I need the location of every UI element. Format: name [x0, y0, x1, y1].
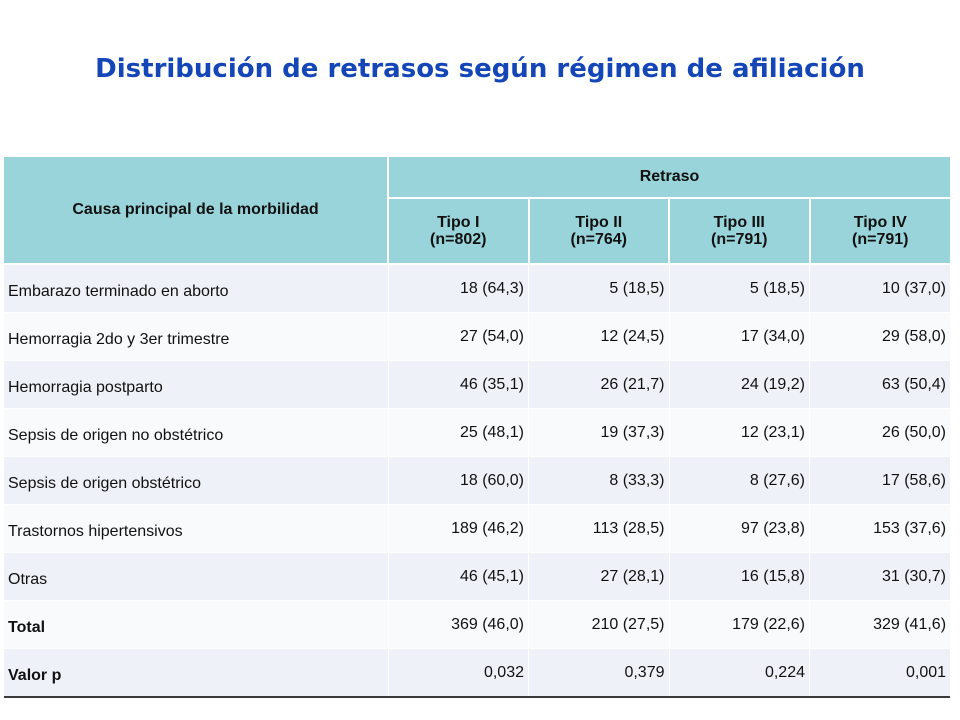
row-label: Sepsis de origen no obstétrico	[4, 408, 388, 457]
group-header-retraso: Retraso	[386, 157, 951, 199]
table-row: Hemorragia 2do y 3er trimestre 27 (54,0)…	[4, 312, 951, 361]
row-label: Otras	[4, 552, 388, 601]
table-row-total: Total 369 (46,0) 210 (27,5) 179 (22,6) 3…	[4, 600, 951, 649]
cell-value: 369 (46,0)	[387, 600, 529, 649]
cell-value: 18 (64,3)	[387, 264, 529, 313]
row-label: Valor p	[4, 648, 388, 698]
header-row-columns: Tipo I (n=802) Tipo II (n=764) Tipo III …	[4, 198, 951, 265]
cell-value: 189 (46,2)	[387, 504, 529, 553]
table-row: Otras 46 (45,1) 27 (28,1) 16 (15,8) 31 (…	[4, 552, 951, 601]
cell-value: 0,379	[528, 648, 669, 698]
cell-value: 24 (19,2)	[668, 360, 810, 409]
table-row: Sepsis de origen obstétrico 18 (60,0) 8 …	[4, 456, 951, 505]
row-label: Trastornos hipertensivos	[4, 504, 388, 553]
cell-value: 26 (50,0)	[809, 408, 951, 457]
column-header-name: Tipo II	[575, 214, 623, 231]
cell-value: 10 (37,0)	[809, 264, 951, 313]
page-title: Distribución de retrasos según régimen d…	[95, 54, 865, 84]
cell-value: 16 (15,8)	[668, 552, 810, 601]
cell-value: 26 (21,7)	[528, 360, 669, 409]
header-row-group: Causa principal de la morbilidad Retraso	[4, 157, 951, 265]
cell-value: 31 (30,7)	[809, 552, 951, 601]
table-row-p-value: Valor p 0,032 0,379 0,224 0,001	[4, 648, 951, 698]
column-header-name: Tipo III	[713, 214, 765, 231]
column-header-n: (n=764)	[570, 231, 627, 248]
column-header-n: (n=802)	[430, 231, 487, 248]
row-label: Hemorragia 2do y 3er trimestre	[4, 312, 388, 361]
cell-value: 46 (45,1)	[387, 552, 529, 601]
column-header-tipo-ii: Tipo II (n=764)	[527, 198, 669, 265]
cell-value: 113 (28,5)	[528, 504, 669, 553]
cell-value: 25 (48,1)	[387, 408, 529, 457]
row-header: Causa principal de la morbilidad	[4, 157, 388, 265]
row-label: Sepsis de origen obstétrico	[4, 456, 388, 505]
cell-value: 8 (33,3)	[528, 456, 669, 505]
cell-value: 18 (60,0)	[387, 456, 529, 505]
column-header-n: (n=791)	[852, 231, 909, 248]
row-label: Embarazo terminado en aborto	[4, 264, 388, 313]
cell-value: 8 (27,6)	[668, 456, 810, 505]
column-header-n: (n=791)	[711, 231, 768, 248]
cell-value: 12 (23,1)	[668, 408, 810, 457]
cell-value: 210 (27,5)	[528, 600, 669, 649]
table-row: Embarazo terminado en aborto 18 (64,3) 5…	[4, 264, 951, 313]
cell-value: 153 (37,6)	[809, 504, 951, 553]
cell-value: 0,032	[387, 648, 529, 698]
cell-value: 63 (50,4)	[809, 360, 951, 409]
column-header-tipo-iv: Tipo IV (n=791)	[808, 198, 951, 265]
retrasos-table: Causa principal de la morbilidad Retraso…	[4, 157, 951, 698]
cell-value: 17 (58,6)	[809, 456, 951, 505]
cell-value: 0,224	[668, 648, 810, 698]
cell-value: 12 (24,5)	[528, 312, 669, 361]
column-header-tipo-i: Tipo I (n=802)	[387, 198, 529, 265]
cell-value: 19 (37,3)	[528, 408, 669, 457]
cell-value: 29 (58,0)	[809, 312, 951, 361]
row-label: Total	[4, 600, 388, 649]
cell-value: 97 (23,8)	[668, 504, 810, 553]
column-header-name: Tipo I	[437, 214, 480, 231]
row-label: Hemorragia postparto	[4, 360, 388, 409]
table-row: Trastornos hipertensivos 189 (46,2) 113 …	[4, 504, 951, 553]
table-row: Hemorragia postparto 46 (35,1) 26 (21,7)…	[4, 360, 951, 409]
column-header-name: Tipo IV	[853, 214, 907, 231]
cell-value: 17 (34,0)	[668, 312, 810, 361]
cell-value: 27 (28,1)	[528, 552, 669, 601]
cell-value: 27 (54,0)	[387, 312, 529, 361]
cell-value: 46 (35,1)	[387, 360, 529, 409]
cell-value: 5 (18,5)	[668, 264, 810, 313]
cell-value: 0,001	[809, 648, 951, 698]
cell-value: 179 (22,6)	[668, 600, 810, 649]
cell-value: 329 (41,6)	[809, 600, 951, 649]
table-row: Sepsis de origen no obstétrico 25 (48,1)…	[4, 408, 951, 457]
cell-value: 5 (18,5)	[528, 264, 669, 313]
column-header-tipo-iii: Tipo III (n=791)	[668, 198, 810, 265]
